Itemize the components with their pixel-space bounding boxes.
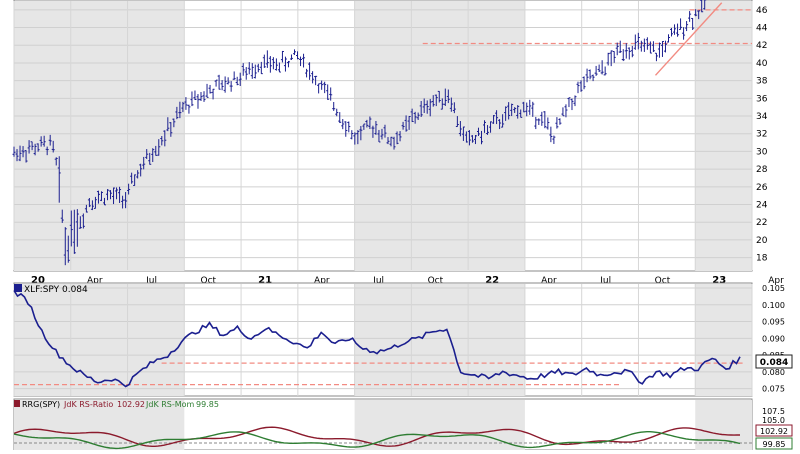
rs-y-tick: 0.095 bbox=[762, 318, 785, 327]
rs-y-tick: 0.105 bbox=[762, 284, 785, 293]
rrg-legend-ratio-name: JdK RS-Ratio bbox=[63, 400, 113, 409]
year-band bbox=[695, 284, 752, 396]
price-y-tick: 44 bbox=[756, 24, 768, 34]
year-band bbox=[14, 284, 184, 396]
price-y-tick: 28 bbox=[756, 165, 768, 175]
rs-y-tick: 0.090 bbox=[762, 334, 785, 343]
price-y-tick: 38 bbox=[756, 77, 768, 87]
rs-y-tick: 0.080 bbox=[762, 368, 785, 377]
rrg-legend-ratio-value: 102.92 bbox=[117, 400, 145, 409]
rrg-y-tick-105: 105.0 bbox=[762, 416, 785, 425]
price-y-tick: 32 bbox=[756, 130, 767, 140]
price-y-tick: 46 bbox=[756, 6, 768, 16]
year-band bbox=[14, 1, 184, 271]
rrg-legend-mom-name: JdK RS-Mom bbox=[145, 400, 195, 409]
rs-legend-text: XLF:SPY 0.084 bbox=[24, 285, 88, 295]
year-band bbox=[695, 1, 752, 271]
price-y-tick: 34 bbox=[756, 112, 768, 122]
price-y-tick: 24 bbox=[756, 201, 768, 211]
rs-legend-swatch bbox=[14, 284, 22, 292]
rs-last-value: 0.084 bbox=[760, 358, 788, 368]
price-y-tick: 18 bbox=[756, 254, 768, 264]
rrg-panel: RRG(SPY) JdK RS-Ratio 102.92 JdK RS-Mom … bbox=[14, 399, 792, 450]
rs-y-tick: 0.075 bbox=[762, 385, 785, 394]
price-y-axis-labels: 18 20 22 24 26 28 30 32 34 36 38 40 42 44 46 bbox=[756, 6, 768, 264]
price-y-tick: 30 bbox=[756, 147, 768, 157]
rrg-y-tick-107-5: 107.5 bbox=[762, 407, 785, 416]
rs-y-tick: 0.100 bbox=[762, 301, 785, 310]
rrg-legend-swatch bbox=[14, 400, 20, 407]
rrg-mom-axis-value: 99.85 bbox=[763, 440, 786, 449]
rrg-legend-prefix: RRG(SPY) bbox=[22, 400, 60, 409]
price-y-tick: 40 bbox=[756, 59, 768, 69]
rrg-legend-mom-value: 99.85 bbox=[196, 400, 219, 409]
price-y-tick: 26 bbox=[756, 183, 768, 193]
price-y-tick: 22 bbox=[756, 218, 767, 228]
rrg-ratio-axis-value: 102.92 bbox=[760, 427, 788, 436]
price-y-tick: 42 bbox=[756, 41, 767, 51]
year-band bbox=[695, 400, 752, 450]
year-band bbox=[355, 1, 525, 271]
price-y-tick: 20 bbox=[756, 236, 768, 246]
year-band bbox=[355, 284, 525, 396]
price-y-tick: 36 bbox=[756, 94, 768, 104]
